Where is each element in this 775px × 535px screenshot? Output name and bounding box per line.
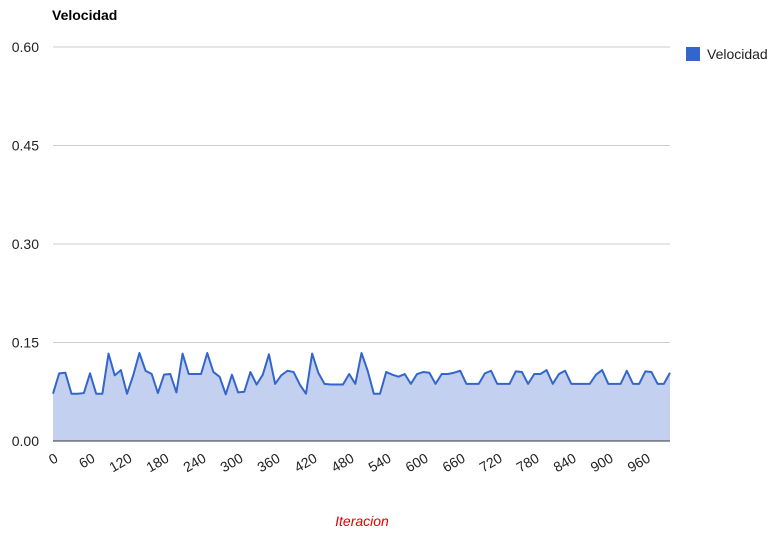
x-tick-label: 120	[106, 450, 134, 476]
legend-swatch-velocidad	[686, 47, 700, 61]
x-tick-label: 720	[477, 450, 505, 476]
x-tick-label: 420	[291, 450, 319, 476]
x-tick-label: 960	[625, 450, 653, 476]
gridlines	[53, 46, 670, 343]
series-velocidad	[52, 352, 671, 441]
legend[interactable]: Velocidad	[686, 46, 768, 62]
x-tick-label: 300	[217, 450, 245, 476]
y-tick-label: 0.15	[12, 335, 39, 351]
y-tick-label: 0.60	[12, 39, 39, 55]
y-tick-label: 0.30	[12, 236, 39, 252]
x-tick-label: 600	[402, 450, 430, 476]
y-tick-label: 0.00	[12, 433, 39, 449]
x-tick-label: 780	[514, 450, 542, 476]
y-axis-tick-labels: 0.00 0.15 0.30 0.45 0.60	[12, 39, 39, 449]
x-tick-label: 900	[588, 450, 616, 476]
x-tick-label: 660	[439, 450, 467, 476]
legend-label-velocidad: Velocidad	[707, 46, 768, 62]
x-tick-label: 240	[180, 450, 208, 476]
x-tick-label: 480	[328, 450, 356, 476]
x-tick-label: 0	[46, 450, 61, 468]
x-tick-label: 540	[365, 450, 393, 476]
area-fill-velocidad	[53, 353, 670, 441]
x-axis-tick-labels: 0 60 120 180 240 300 360 420 480 540 600 660 720 780 8…	[46, 450, 653, 476]
x-tick-label: 840	[551, 450, 579, 476]
x-tick-label: 360	[254, 450, 282, 476]
x-tick-label: 180	[143, 450, 171, 476]
chart-title: Velocidad	[52, 7, 117, 23]
y-tick-label: 0.45	[12, 138, 39, 154]
x-axis-title: Iteracion	[335, 513, 389, 529]
x-tick-label: 60	[76, 450, 98, 472]
